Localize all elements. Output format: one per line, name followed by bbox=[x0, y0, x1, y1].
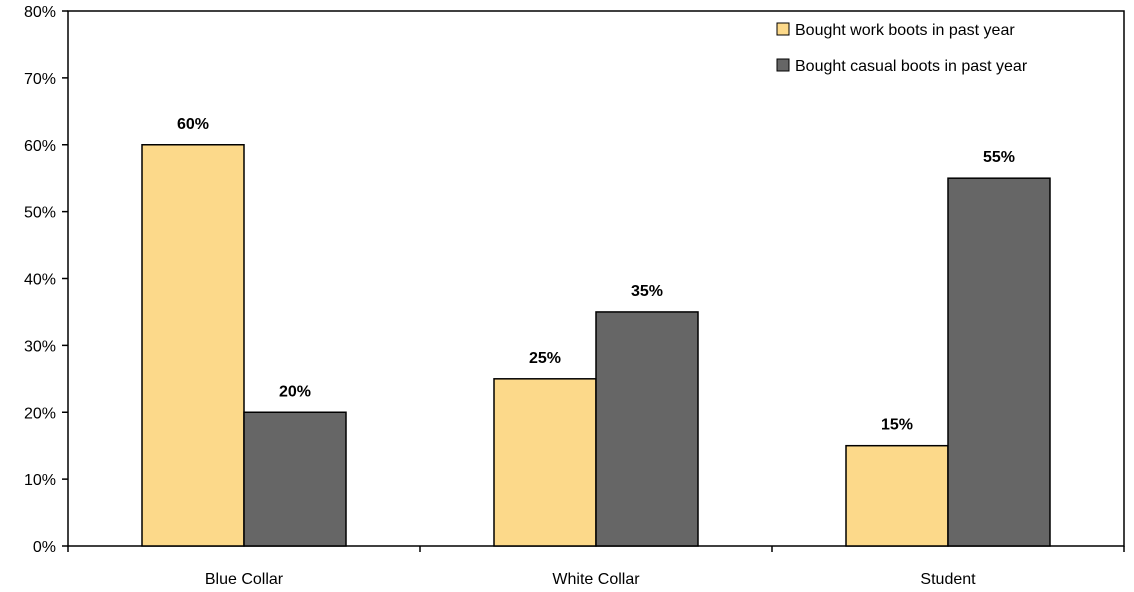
legend-swatch bbox=[776, 58, 790, 72]
y-tick-label: 60% bbox=[24, 138, 56, 155]
data-label: 35% bbox=[631, 283, 663, 300]
legend-label: Bought casual boots in past year bbox=[795, 58, 1028, 75]
data-labels: 60% 20% 25% 35% 15% 55% bbox=[177, 116, 1015, 434]
bar-work-boots bbox=[493, 378, 597, 547]
data-label: 15% bbox=[881, 417, 913, 434]
data-label: 60% bbox=[177, 116, 209, 133]
y-tick-label: 70% bbox=[24, 71, 56, 88]
x-category-label: Blue Collar bbox=[205, 571, 284, 588]
legend-swatch bbox=[776, 22, 790, 36]
y-tick-label: 50% bbox=[24, 205, 56, 222]
y-tick-label: 0% bbox=[33, 539, 56, 556]
y-tick-label: 30% bbox=[24, 338, 56, 355]
x-category-label: Student bbox=[920, 571, 976, 588]
data-label: 20% bbox=[279, 383, 311, 400]
data-label: 55% bbox=[983, 149, 1015, 166]
bar-work-boots bbox=[141, 144, 245, 547]
bar-work-boots bbox=[845, 444, 949, 547]
y-tick-label: 20% bbox=[24, 405, 56, 422]
x-category-label: White Collar bbox=[552, 571, 640, 588]
legend: Bought work boots in past year Bought cas… bbox=[776, 22, 1028, 75]
bar-casual-boots bbox=[595, 311, 699, 547]
legend-label: Bought work boots in past year bbox=[795, 22, 1015, 39]
bars bbox=[141, 144, 1051, 547]
y-axis: 0% 10% 20% 30% 40% 50% 60% 70% 80% bbox=[24, 4, 68, 556]
bar-casual-boots bbox=[947, 177, 1051, 547]
y-tick-label: 10% bbox=[24, 472, 56, 489]
data-label: 25% bbox=[529, 350, 561, 367]
y-tick-label: 40% bbox=[24, 272, 56, 289]
y-tick-label: 80% bbox=[24, 4, 56, 21]
bar-casual-boots bbox=[243, 411, 347, 547]
x-axis: Blue Collar White Collar Student bbox=[67, 546, 1125, 588]
